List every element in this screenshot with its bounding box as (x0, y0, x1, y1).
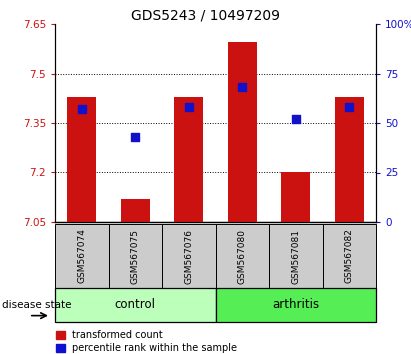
Bar (120, 199, 150, 222)
Bar (281, 172, 310, 222)
Text: GSM567075: GSM567075 (131, 228, 140, 284)
Text: GSM567082: GSM567082 (345, 229, 354, 284)
Text: GSM567074: GSM567074 (77, 229, 86, 284)
Text: GSM567076: GSM567076 (184, 228, 193, 284)
Point (132, 134, 139, 140)
Bar (335, 97, 364, 222)
Text: GDS5243 / 10497209: GDS5243 / 10497209 (131, 9, 280, 23)
Bar (55, 224, 109, 288)
Bar (215, 224, 269, 288)
Text: arthritis: arthritis (272, 298, 319, 312)
Point (346, 104, 353, 110)
Point (185, 104, 192, 110)
Bar (215, 288, 376, 322)
Point (79, 106, 85, 112)
Bar (67, 97, 97, 222)
Bar (109, 224, 162, 288)
Text: GSM567081: GSM567081 (291, 228, 300, 284)
Text: GSM567080: GSM567080 (238, 228, 247, 284)
Bar (162, 224, 215, 288)
Bar (269, 224, 323, 288)
Legend: transformed count, percentile rank within the sample: transformed count, percentile rank withi… (56, 330, 237, 353)
Text: control: control (115, 298, 156, 312)
Bar (228, 42, 257, 222)
Point (239, 85, 245, 90)
Bar (323, 224, 376, 288)
Bar (55, 288, 215, 322)
Text: disease state: disease state (2, 300, 72, 310)
Point (293, 116, 299, 122)
Bar (174, 97, 203, 222)
